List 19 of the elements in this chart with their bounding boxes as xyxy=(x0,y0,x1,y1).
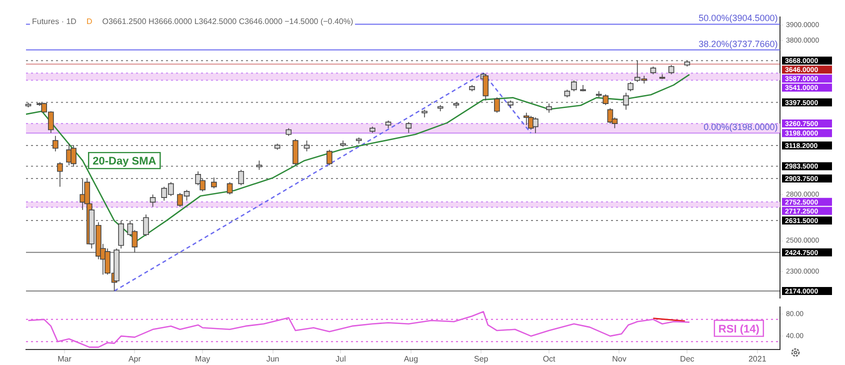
annotation: 38.20%(3737.7660) xyxy=(698,38,778,49)
chart-title: Futures · 1D xyxy=(32,17,76,26)
x-tick-label: Jun xyxy=(266,354,280,364)
series-label: 20-Day SMA xyxy=(92,156,156,168)
x-tick-label: Jul xyxy=(336,354,346,364)
x-tick-label: Oct xyxy=(542,354,556,364)
x-tick-label: Apr xyxy=(128,354,142,364)
chart-subtitle: O3661.2500 H3666.0000 L3642.5000 C3646.0000 −14.5000 (−0.40%) xyxy=(102,17,354,26)
x-tick-label: Sep xyxy=(474,354,489,364)
annotation: 0.00%(3198.0000) xyxy=(704,122,778,132)
annotation: 50.00%(3904.5000) xyxy=(698,13,778,24)
annotation: D xyxy=(86,17,92,26)
x-tick-label: Dec xyxy=(680,354,694,364)
x-tick-label: May xyxy=(195,354,210,364)
text: RSI (14) xyxy=(718,323,760,336)
x-tick-label: Nov xyxy=(612,354,626,364)
x-tick-label: 2021 xyxy=(748,354,767,364)
x-tick-label: Mar xyxy=(58,354,72,364)
x-tick-label: Aug xyxy=(404,354,418,364)
